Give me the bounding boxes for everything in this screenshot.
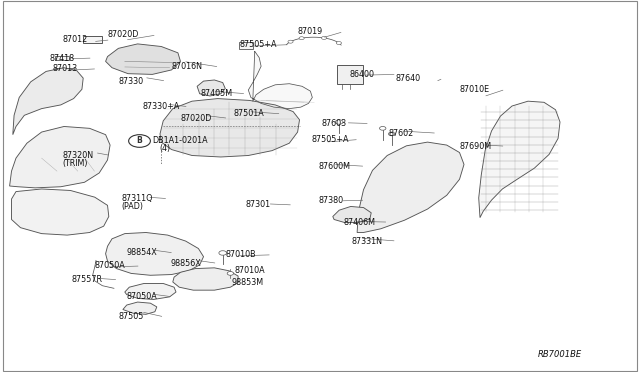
Text: 98856X: 98856X (171, 259, 202, 268)
FancyBboxPatch shape (83, 36, 102, 43)
Text: 98853M: 98853M (232, 278, 264, 287)
FancyBboxPatch shape (224, 111, 238, 117)
Text: 87019: 87019 (298, 27, 323, 36)
FancyBboxPatch shape (239, 42, 253, 49)
Circle shape (321, 36, 326, 39)
Polygon shape (12, 189, 109, 235)
Text: 87010E: 87010E (460, 85, 490, 94)
Text: (4): (4) (159, 144, 170, 153)
Circle shape (227, 272, 234, 275)
Text: 87690M: 87690M (460, 142, 492, 151)
Circle shape (335, 120, 343, 124)
Circle shape (299, 37, 304, 40)
Polygon shape (173, 268, 238, 290)
Text: 87050A: 87050A (127, 292, 157, 301)
Text: 87013: 87013 (52, 64, 77, 73)
Text: 87640: 87640 (396, 74, 420, 83)
Polygon shape (13, 68, 83, 135)
Text: 87406M: 87406M (343, 218, 375, 227)
Text: B: B (137, 137, 142, 145)
Text: 87301: 87301 (245, 201, 270, 209)
Text: 87418: 87418 (50, 54, 75, 62)
Circle shape (288, 40, 293, 43)
Text: 98854X: 98854X (126, 248, 157, 257)
Text: 87050A: 87050A (95, 262, 125, 270)
Circle shape (388, 132, 395, 136)
Text: 87020D: 87020D (180, 114, 212, 123)
FancyBboxPatch shape (337, 65, 363, 84)
Text: 87505+A: 87505+A (240, 40, 278, 49)
Text: 87311Q: 87311Q (122, 194, 153, 203)
Text: 87330: 87330 (118, 77, 143, 86)
Text: RB7001BE: RB7001BE (538, 350, 582, 359)
Text: 87505: 87505 (118, 312, 144, 321)
Text: 87016N: 87016N (172, 62, 202, 71)
Bar (55, 56, 69, 60)
Polygon shape (357, 142, 464, 232)
Text: 87405M: 87405M (200, 89, 232, 98)
Polygon shape (106, 44, 180, 74)
Text: 86400: 86400 (349, 70, 374, 79)
Text: 87010B: 87010B (226, 250, 257, 259)
Polygon shape (333, 206, 371, 222)
Polygon shape (248, 51, 312, 109)
Text: 87557R: 87557R (72, 275, 102, 284)
Circle shape (336, 42, 341, 45)
Polygon shape (106, 232, 204, 275)
Text: 87330+A: 87330+A (142, 102, 179, 111)
Polygon shape (125, 283, 176, 299)
Text: (TRIM): (TRIM) (63, 159, 88, 168)
Text: 87602: 87602 (388, 129, 413, 138)
Text: 87020D: 87020D (108, 31, 139, 39)
Circle shape (380, 126, 386, 130)
Text: 87600M: 87600M (319, 162, 351, 171)
Text: 87010A: 87010A (235, 266, 266, 275)
Polygon shape (160, 99, 300, 157)
Circle shape (219, 251, 227, 255)
Bar (55, 68, 74, 71)
Text: (PAD): (PAD) (122, 202, 143, 211)
Text: DB1A1-0201A: DB1A1-0201A (152, 137, 208, 145)
Circle shape (129, 135, 150, 147)
Text: 87320N: 87320N (63, 151, 94, 160)
Text: 87012: 87012 (63, 35, 88, 44)
Text: 87331N: 87331N (351, 237, 382, 246)
Text: 87501A: 87501A (234, 109, 264, 118)
Polygon shape (10, 126, 110, 188)
Polygon shape (197, 80, 225, 96)
Text: 87505+A: 87505+A (312, 135, 349, 144)
Polygon shape (479, 101, 560, 218)
Text: 87380: 87380 (319, 196, 344, 205)
Text: 87603: 87603 (322, 119, 347, 128)
Polygon shape (123, 302, 157, 314)
